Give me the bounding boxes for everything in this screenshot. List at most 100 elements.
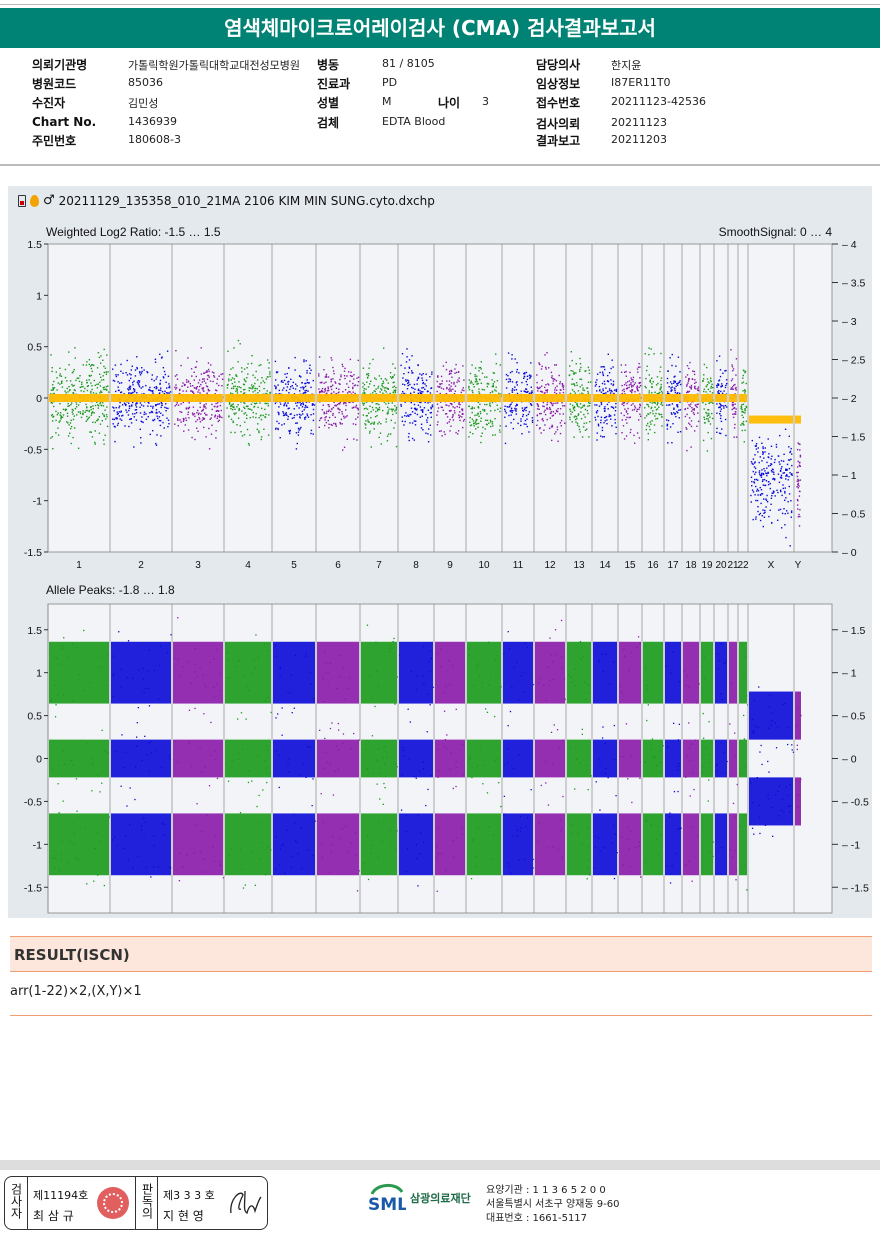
log2-point [318, 373, 320, 375]
log2-point [363, 390, 365, 392]
allele-point [402, 746, 404, 749]
log2-point [509, 405, 511, 408]
allele-point [800, 778, 802, 780]
log2-point [208, 370, 210, 373]
log2-point [589, 421, 591, 423]
allele-point [720, 693, 722, 695]
log2-point [400, 403, 402, 406]
log2-point [336, 403, 339, 406]
log2-point [61, 380, 63, 382]
log2-point [281, 424, 283, 426]
log2-point [131, 405, 133, 407]
allele-point [169, 866, 171, 868]
log2-point [675, 365, 677, 367]
log2-point [297, 402, 299, 404]
log2-point [373, 384, 375, 387]
log2-point [70, 419, 72, 422]
log2-point [269, 392, 271, 394]
log2-point [407, 380, 410, 382]
allele-point [168, 755, 170, 757]
allele-point [416, 857, 418, 860]
log2-point [730, 387, 733, 389]
log2-point [594, 404, 596, 406]
log2-point [377, 387, 379, 389]
allele-point [371, 735, 374, 737]
allele-ytick-right-label: – -1 [842, 839, 860, 851]
log2-point [431, 373, 433, 375]
allele-point [143, 836, 145, 839]
allele-point [639, 642, 641, 645]
allele-point [260, 823, 263, 825]
log2-point [610, 415, 612, 417]
log2-point [622, 425, 625, 427]
log2-point [300, 414, 302, 416]
allele-point [371, 697, 374, 699]
allele-point [644, 861, 646, 863]
allele-point [486, 792, 489, 794]
allele-point [407, 848, 409, 850]
allele-point [384, 787, 386, 789]
allele-point [555, 653, 557, 656]
log2-point [629, 416, 631, 418]
allele-point [516, 661, 518, 664]
allele-point [620, 691, 622, 693]
log2-point [471, 406, 474, 408]
log2-point [488, 422, 490, 424]
log2-point [185, 419, 188, 422]
log2-point [325, 412, 328, 415]
allele-point [187, 661, 190, 663]
allele-point [644, 645, 646, 647]
log2-point [160, 387, 162, 389]
allele-point [358, 870, 360, 872]
allele-point [471, 776, 473, 779]
allele-point [678, 681, 681, 683]
log2-point [213, 376, 216, 378]
log2-point [546, 401, 549, 403]
log2-point [124, 425, 126, 427]
allele-point [797, 794, 799, 796]
log2-point [784, 524, 786, 526]
log2-point [286, 414, 288, 416]
log2-point [374, 390, 376, 393]
log2-point [324, 390, 326, 392]
log2-point [550, 402, 552, 404]
allele-point [627, 778, 629, 780]
log2-point [629, 431, 632, 434]
allele-point [670, 672, 672, 674]
sex-value: M [382, 95, 392, 108]
log2-point [706, 384, 709, 386]
log2-point [741, 414, 743, 416]
log2-point [796, 475, 799, 478]
allele-point [443, 692, 445, 694]
log2-point [282, 411, 284, 413]
log2-point [757, 479, 759, 481]
log2-point [460, 391, 462, 394]
log2-point [624, 364, 627, 366]
log2-point [59, 373, 61, 375]
log2-point [505, 387, 508, 389]
log2-point [537, 405, 540, 408]
log2-point [762, 509, 764, 511]
log2-point [454, 385, 457, 387]
log2-point [375, 393, 377, 395]
log2-point [646, 403, 648, 406]
log2-point [587, 366, 590, 369]
log2-point [510, 410, 512, 413]
log2-point [507, 352, 510, 354]
log2-point [708, 412, 710, 415]
log2-point [541, 365, 543, 368]
allele-point [177, 761, 179, 763]
allele-point [104, 750, 106, 752]
log2-point [72, 370, 75, 373]
log2-point [339, 403, 341, 405]
allele-point [123, 767, 125, 769]
log2-point [483, 410, 486, 412]
log2-point [639, 366, 641, 368]
log2-point [204, 405, 206, 408]
log2-point [385, 421, 387, 423]
allele-point [429, 650, 431, 652]
allele-point [551, 654, 553, 656]
log2-point [379, 391, 381, 393]
allele-point [690, 743, 693, 745]
log2-point [770, 458, 772, 460]
